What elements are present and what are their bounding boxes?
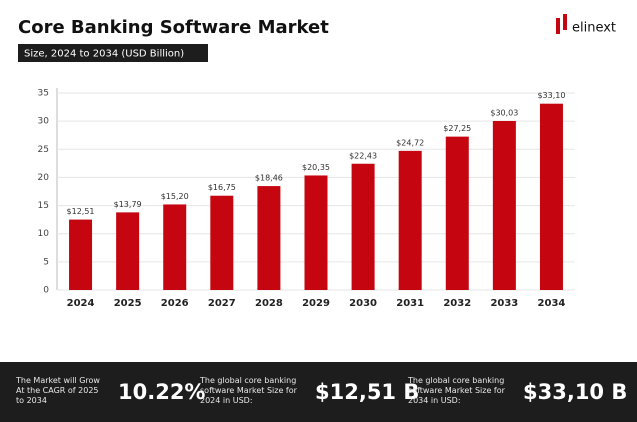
bar [539, 103, 563, 291]
value-label: $30,03 [490, 108, 518, 117]
value-label: $22,43 [349, 151, 377, 160]
x-tick-label: 2025 [114, 298, 142, 309]
y-tick-label: 15 [38, 201, 49, 211]
stat-value: $12,51 B [315, 380, 420, 404]
x-tick-label: 2024 [67, 298, 95, 309]
chart-subtitle: Size, 2024 to 2034 (USD Billion) [24, 49, 184, 60]
logo-icon [556, 18, 560, 34]
stat-value: 10.22% [118, 380, 206, 404]
bar [69, 219, 93, 290]
bar [398, 150, 422, 290]
x-tick-label: 2030 [349, 298, 377, 309]
y-tick-label: 0 [43, 286, 49, 296]
value-label: $27,25 [443, 124, 471, 133]
bar [492, 120, 516, 290]
y-tick-label: 10 [38, 229, 50, 239]
stat-label: The global core banking software Market … [200, 376, 297, 405]
x-tick-label: 2033 [490, 298, 518, 309]
logo: elinext [572, 21, 616, 36]
value-label: $20,35 [302, 163, 330, 172]
value-label: $18,46 [255, 174, 283, 183]
x-tick-label: 2029 [302, 298, 330, 309]
bar [210, 195, 234, 290]
chart: Core Banking Software Market Size, 2024 … [18, 14, 616, 309]
logo-icon [563, 14, 567, 30]
chart-title: Core Banking Software Market [18, 17, 329, 38]
y-tick-label: 5 [43, 257, 49, 267]
x-tick-label: 2027 [208, 298, 236, 309]
value-label: $33,10 [537, 91, 565, 100]
bar [116, 212, 140, 290]
value-label: $24,72 [396, 138, 424, 147]
bar [257, 186, 281, 290]
value-label: $15,20 [161, 192, 189, 201]
bar [304, 175, 328, 290]
bar [351, 163, 375, 290]
x-tick-label: 2032 [443, 298, 471, 309]
bar [445, 136, 469, 290]
value-label: $13,79 [114, 200, 142, 209]
x-tick-label: 2028 [255, 298, 283, 309]
bar [163, 204, 187, 290]
stat-value: $33,10 B [523, 380, 628, 404]
y-tick-label: 20 [38, 173, 50, 183]
y-tick-label: 35 [38, 89, 49, 99]
footer: The Market will Grow At the CAGR of 2025… [0, 362, 637, 422]
y-tick-label: 30 [38, 117, 50, 127]
x-tick-label: 2026 [161, 298, 189, 309]
x-tick-label: 2031 [396, 298, 424, 309]
y-tick-label: 25 [38, 145, 49, 155]
value-label: $12,51 [67, 207, 95, 216]
stat-label: The global core banking software Market … [408, 376, 505, 405]
x-tick-label: 2034 [538, 298, 566, 309]
value-label: $16,75 [208, 183, 236, 192]
stat-label: The Market will Grow At the CAGR of 2025… [16, 376, 100, 405]
subtitle-box [18, 44, 208, 62]
